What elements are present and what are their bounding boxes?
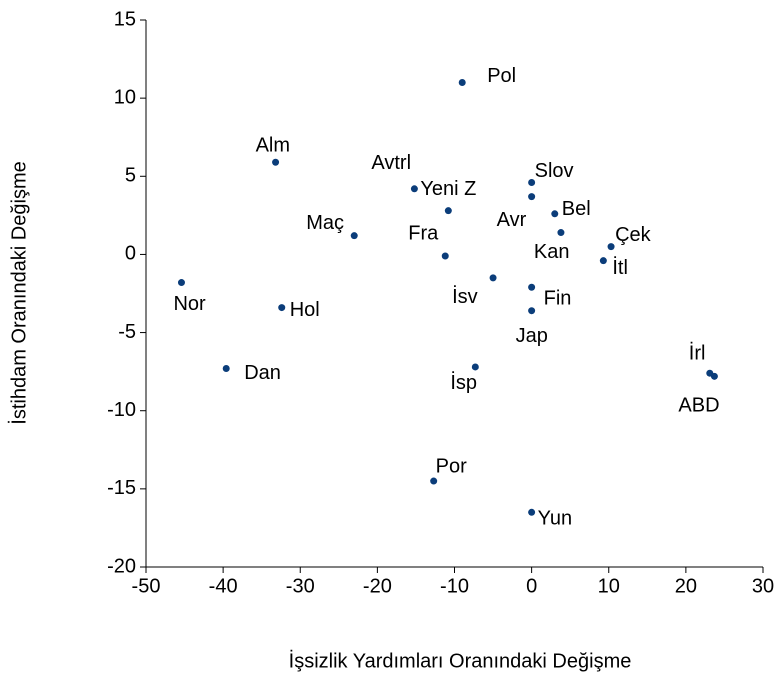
- point: [441, 252, 449, 260]
- x-tick-label: 0: [526, 575, 537, 597]
- y-tick-label: -10: [107, 399, 136, 421]
- point: [489, 274, 497, 282]
- point-label: ABD: [678, 395, 719, 417]
- point-label: Nor: [173, 293, 206, 315]
- y-tick-label: 5: [125, 165, 136, 187]
- point-label: Maç: [306, 212, 344, 234]
- x-tick-label: -50: [132, 575, 161, 597]
- point-label: İsp: [450, 371, 477, 394]
- point: [528, 283, 536, 291]
- point: [551, 210, 559, 218]
- point: [528, 179, 536, 187]
- point-label: Pol: [487, 65, 516, 87]
- y-tick-label: 0: [125, 243, 136, 265]
- point: [528, 307, 536, 315]
- point: [458, 79, 466, 87]
- point: [222, 365, 230, 373]
- x-tick-label: 30: [752, 575, 774, 597]
- y-tick-label: -5: [118, 321, 136, 343]
- point-label: Hol: [290, 299, 320, 321]
- point: [607, 243, 615, 251]
- point-label: İsv: [452, 285, 478, 308]
- point: [350, 232, 358, 240]
- point-label: Slov: [535, 160, 574, 182]
- point-label: Bel: [562, 198, 591, 220]
- y-tick-label: -15: [107, 477, 136, 499]
- x-tick-label: -30: [286, 575, 315, 597]
- point: [599, 257, 607, 265]
- point-label: Alm: [256, 135, 290, 157]
- x-tick-label: -20: [363, 575, 392, 597]
- point: [710, 372, 718, 380]
- point-label: Jap: [516, 325, 548, 347]
- point: [528, 193, 536, 201]
- point: [430, 477, 438, 485]
- x-axis-label: İşsizlik Yardımları Oranındaki Değişme: [289, 649, 632, 672]
- point-label: Dan: [244, 362, 281, 384]
- y-tick-label: -20: [107, 555, 136, 577]
- point-label: Çek: [615, 224, 652, 246]
- point: [410, 185, 418, 193]
- point-label: Kan: [534, 241, 570, 263]
- point-label: Por: [436, 455, 467, 477]
- point-label: İtl: [612, 256, 628, 279]
- point: [471, 363, 479, 371]
- y-tick-label: 10: [114, 86, 136, 108]
- point: [272, 158, 280, 166]
- point-label: Avr: [497, 209, 527, 231]
- point: [528, 508, 536, 516]
- y-axis-label: İstihdam Oranındaki Değişme: [7, 161, 30, 424]
- x-tick-label: -40: [209, 575, 238, 597]
- point-label: Yun: [538, 508, 572, 530]
- y-tick-label: 15: [114, 8, 136, 30]
- point-label: İrl: [689, 341, 706, 364]
- point-label: Fra: [408, 222, 439, 244]
- point: [557, 229, 565, 237]
- point-label: Avtrl: [371, 152, 411, 174]
- point: [177, 279, 185, 287]
- x-tick-label: 20: [675, 575, 697, 597]
- point-label: Fin: [544, 288, 572, 310]
- point-label: Yeni Z: [420, 178, 476, 200]
- x-tick-label: -10: [440, 575, 469, 597]
- x-tick-label: 10: [598, 575, 620, 597]
- point: [278, 304, 286, 312]
- point: [444, 207, 452, 215]
